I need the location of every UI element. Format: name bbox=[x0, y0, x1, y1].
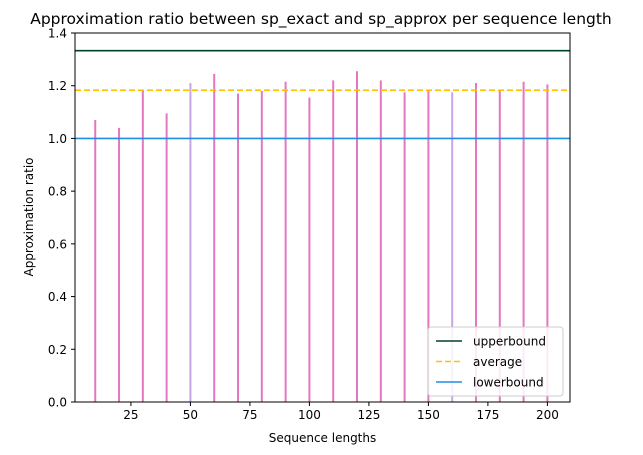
bar bbox=[403, 92, 406, 402]
y-tick-label: 0.4 bbox=[48, 290, 67, 304]
x-tick-label: 25 bbox=[123, 408, 138, 422]
x-tick-label: 75 bbox=[242, 408, 257, 422]
bar bbox=[474, 83, 477, 402]
x-tick-label: 125 bbox=[357, 408, 380, 422]
y-axis-label: Approximation ratio bbox=[22, 157, 36, 276]
bar bbox=[379, 80, 382, 402]
x-tick-label: 175 bbox=[476, 408, 499, 422]
legend-box bbox=[427, 326, 564, 397]
bar bbox=[213, 73, 216, 402]
bar bbox=[356, 71, 359, 402]
y-tick-label: 1.2 bbox=[48, 79, 67, 93]
bar bbox=[427, 90, 430, 402]
bar bbox=[141, 90, 144, 402]
y-tick-label: 0.6 bbox=[48, 237, 67, 251]
bar bbox=[451, 92, 454, 402]
bar bbox=[237, 93, 240, 402]
bar bbox=[308, 97, 311, 402]
bar bbox=[284, 81, 287, 402]
plot-frame bbox=[74, 32, 571, 403]
y-tick-label: 1.0 bbox=[48, 132, 67, 146]
bar bbox=[498, 90, 501, 402]
y-tick-label: 0.0 bbox=[48, 396, 67, 410]
legend-label-average: average bbox=[473, 355, 522, 369]
bar bbox=[118, 127, 121, 402]
bar bbox=[332, 80, 335, 402]
x-tick-label: 100 bbox=[298, 408, 321, 422]
y-tick-label: 1.4 bbox=[48, 27, 67, 41]
bar bbox=[165, 113, 168, 402]
chart-title: Approximation ratio between sp_exact and… bbox=[30, 10, 612, 29]
legend-label-lowerbound: lowerbound bbox=[473, 376, 544, 390]
x-tick-label: 50 bbox=[183, 408, 198, 422]
y-tick-label: 0.8 bbox=[48, 185, 67, 199]
x-axis-label: Sequence lengths bbox=[269, 431, 377, 445]
x-tick-label: 150 bbox=[417, 408, 440, 422]
bar bbox=[546, 84, 549, 403]
legend: upperbound average lowerbound bbox=[427, 326, 564, 397]
y-tick-label: 0.2 bbox=[48, 343, 67, 357]
bar bbox=[260, 90, 263, 402]
bar bbox=[94, 119, 97, 402]
x-tick-label: 200 bbox=[536, 408, 559, 422]
bar bbox=[522, 81, 525, 402]
bar bbox=[189, 83, 192, 402]
legend-label-upperbound: upperbound bbox=[473, 335, 546, 349]
